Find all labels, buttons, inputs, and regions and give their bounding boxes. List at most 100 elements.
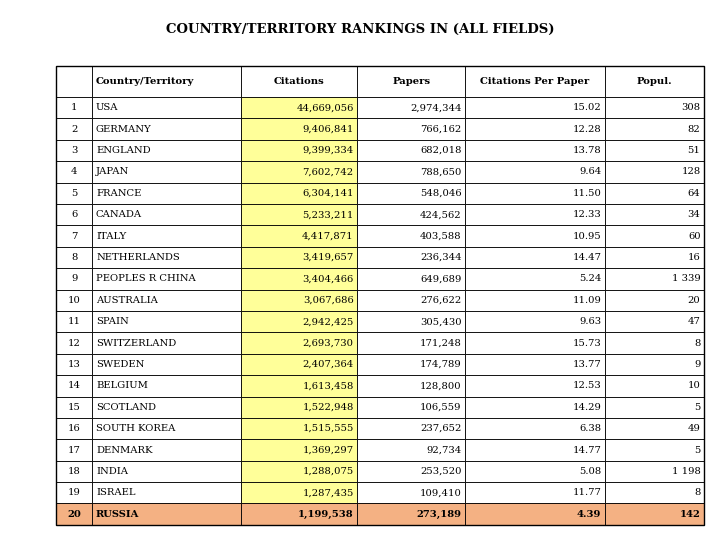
Text: 49: 49 <box>688 424 701 433</box>
Bar <box>92 247 240 268</box>
Bar <box>465 461 605 482</box>
Bar <box>605 375 704 396</box>
Bar <box>465 396 605 418</box>
Text: 171,248: 171,248 <box>420 339 462 348</box>
Bar <box>465 97 605 118</box>
Bar <box>357 97 465 118</box>
Bar <box>240 66 357 97</box>
Text: 1,199,538: 1,199,538 <box>298 510 354 519</box>
Text: 13: 13 <box>68 360 81 369</box>
Bar <box>465 440 605 461</box>
Bar <box>56 440 92 461</box>
Bar <box>465 482 605 503</box>
Text: 7: 7 <box>71 232 78 241</box>
Bar <box>56 140 92 161</box>
Bar <box>605 289 704 311</box>
Text: 12.33: 12.33 <box>572 210 601 219</box>
Bar <box>465 118 605 140</box>
Text: 2,974,344: 2,974,344 <box>410 103 462 112</box>
Text: 14.77: 14.77 <box>572 446 601 455</box>
Text: 305,430: 305,430 <box>420 317 462 326</box>
Bar <box>92 97 240 118</box>
Text: Citations: Citations <box>274 77 325 86</box>
Text: 766,162: 766,162 <box>420 125 462 134</box>
Bar <box>357 461 465 482</box>
Bar <box>56 268 92 289</box>
Bar <box>240 418 357 440</box>
Text: 6.38: 6.38 <box>579 424 601 433</box>
Bar <box>240 268 357 289</box>
Text: 92,734: 92,734 <box>426 446 462 455</box>
Bar <box>92 268 240 289</box>
Bar <box>605 503 704 525</box>
Bar <box>92 503 240 525</box>
Text: 1,288,075: 1,288,075 <box>302 467 354 476</box>
Bar <box>357 418 465 440</box>
Text: ITALY: ITALY <box>96 232 126 241</box>
Text: 14: 14 <box>68 381 81 390</box>
Text: 16: 16 <box>68 424 81 433</box>
Text: 4,417,871: 4,417,871 <box>302 232 354 241</box>
Bar <box>56 225 92 247</box>
Text: ENGLAND: ENGLAND <box>96 146 150 155</box>
Bar <box>240 354 357 375</box>
Bar <box>605 440 704 461</box>
Text: 82: 82 <box>688 125 701 134</box>
Bar <box>92 354 240 375</box>
Text: 4.39: 4.39 <box>577 510 601 519</box>
Bar <box>605 333 704 354</box>
Text: 649,689: 649,689 <box>420 274 462 284</box>
Text: 15.73: 15.73 <box>572 339 601 348</box>
Bar <box>56 66 92 97</box>
Bar <box>465 140 605 161</box>
Text: 2: 2 <box>71 125 78 134</box>
Bar <box>56 396 92 418</box>
Bar <box>92 396 240 418</box>
Text: 273,189: 273,189 <box>417 510 462 519</box>
Bar <box>92 375 240 396</box>
Text: 8: 8 <box>694 339 701 348</box>
Text: 9,406,841: 9,406,841 <box>302 125 354 134</box>
Text: 12.28: 12.28 <box>572 125 601 134</box>
Text: 5: 5 <box>71 189 78 198</box>
Bar <box>357 247 465 268</box>
Text: 548,046: 548,046 <box>420 189 462 198</box>
Text: 1: 1 <box>71 103 78 112</box>
Text: 1,287,435: 1,287,435 <box>302 488 354 497</box>
Text: SWITZERLAND: SWITZERLAND <box>96 339 176 348</box>
Text: 13.77: 13.77 <box>572 360 601 369</box>
Bar <box>465 418 605 440</box>
Bar <box>357 482 465 503</box>
Bar <box>357 333 465 354</box>
Bar <box>465 66 605 97</box>
Bar <box>465 354 605 375</box>
Bar <box>56 118 92 140</box>
Text: 20: 20 <box>688 296 701 305</box>
Bar <box>605 204 704 225</box>
Bar <box>605 183 704 204</box>
Bar <box>56 97 92 118</box>
Bar <box>605 225 704 247</box>
Text: 9.63: 9.63 <box>579 317 601 326</box>
Text: SWEDEN: SWEDEN <box>96 360 145 369</box>
Text: 142: 142 <box>680 510 701 519</box>
Bar <box>465 289 605 311</box>
Text: GERMANY: GERMANY <box>96 125 152 134</box>
Bar <box>56 418 92 440</box>
Bar <box>465 225 605 247</box>
Bar <box>605 418 704 440</box>
Text: 1,613,458: 1,613,458 <box>302 381 354 390</box>
Bar <box>605 247 704 268</box>
Bar <box>56 375 92 396</box>
Text: SPAIN: SPAIN <box>96 317 129 326</box>
Bar <box>92 440 240 461</box>
Bar <box>92 333 240 354</box>
Text: 18: 18 <box>68 467 81 476</box>
Bar <box>357 440 465 461</box>
Bar <box>357 311 465 333</box>
Text: DENMARK: DENMARK <box>96 446 153 455</box>
Bar <box>92 482 240 503</box>
Bar <box>92 118 240 140</box>
Text: 3,419,657: 3,419,657 <box>302 253 354 262</box>
Bar <box>240 118 357 140</box>
